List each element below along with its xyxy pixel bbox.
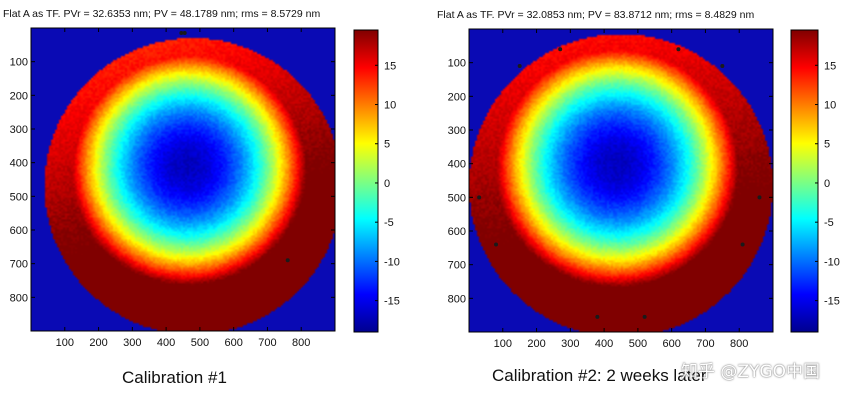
colorbar-tick-label: 5 xyxy=(384,139,390,151)
x-tick-label: 400 xyxy=(595,338,613,350)
y-tick-label: 200 xyxy=(448,91,466,103)
y-tick-label: 700 xyxy=(448,260,466,272)
y-tick-label: 800 xyxy=(448,293,466,305)
x-tick-label: 100 xyxy=(56,337,74,349)
caption-calibration-2: Calibration #2: 2 weeks later xyxy=(492,366,707,385)
colorbar xyxy=(790,29,819,333)
x-tick-label: 600 xyxy=(662,338,680,350)
surface-defect-7 xyxy=(494,242,499,247)
x-tick-label: 600 xyxy=(224,337,242,349)
y-tick-label: 100 xyxy=(10,57,28,69)
y-tick-label: 300 xyxy=(10,124,28,136)
plot-frame xyxy=(468,28,774,333)
x-tick-label: 300 xyxy=(123,337,141,349)
surface-heatmap xyxy=(31,28,335,331)
y-tick-label: 100 xyxy=(448,58,466,70)
surface-heatmap xyxy=(469,29,773,332)
chart-title: Flat A as TF. PVr = 32.0853 nm; PV = 83.… xyxy=(437,9,754,21)
colorbar-tick-label: -10 xyxy=(384,256,400,268)
surface-defect-4 xyxy=(720,64,725,69)
surface-defect-top-2 xyxy=(182,31,187,36)
x-tick-label: 200 xyxy=(527,338,545,350)
x-tick-label: 100 xyxy=(494,338,512,350)
chart-title: Flat A as TF. PVr = 32.6353 nm; PV = 48.… xyxy=(3,8,320,20)
surface-defect-top-1 xyxy=(179,31,184,36)
chart-panel-2: Flat A as TF. PVr = 32.0853 nm; PV = 83.… xyxy=(437,9,840,350)
y-tick-label: 600 xyxy=(448,226,466,238)
y-tick-label: 400 xyxy=(448,159,466,171)
x-tick-label: 800 xyxy=(292,337,310,349)
y-tick-label: 200 xyxy=(10,90,28,102)
colorbar-tick-label: 5 xyxy=(824,139,830,151)
y-tick-label: 800 xyxy=(10,292,28,304)
y-tick-label: 400 xyxy=(10,158,28,170)
colorbar-tick-label: -10 xyxy=(824,256,840,268)
surface-defect-6 xyxy=(757,195,762,200)
surface-defect-3 xyxy=(517,64,522,69)
x-tick-label: 800 xyxy=(730,338,748,350)
surface-defect-8 xyxy=(740,242,745,247)
y-tick-label: 300 xyxy=(448,125,466,137)
colorbar-tick-label: -5 xyxy=(824,217,834,229)
x-tick-label: 700 xyxy=(258,337,276,349)
colorbar-tick-label: -15 xyxy=(384,296,400,308)
surface-defect-2 xyxy=(676,47,681,52)
x-tick-label: 400 xyxy=(157,337,175,349)
colorbar-tick-label: -5 xyxy=(384,217,394,229)
colorbar-tick-label: 10 xyxy=(384,100,396,112)
x-tick-label: 500 xyxy=(629,338,647,350)
y-tick-label: 600 xyxy=(10,225,28,237)
y-tick-label: 500 xyxy=(448,192,466,204)
colorbar-tick-label: 0 xyxy=(384,178,390,190)
y-tick-label: 700 xyxy=(10,259,28,271)
x-tick-label: 500 xyxy=(191,337,209,349)
surface-defect-9 xyxy=(595,314,600,319)
plot-frame xyxy=(30,27,336,332)
colorbar xyxy=(353,29,379,333)
colorbar-tick-label: 0 xyxy=(824,178,830,190)
zhihu-watermark: 知乎 @ZYGO中国 xyxy=(681,362,820,382)
chart-panel-1: Flat A as TF. PVr = 32.6353 nm; PV = 48.… xyxy=(3,8,400,349)
colorbar-tick-label: 15 xyxy=(824,60,836,72)
x-tick-label: 300 xyxy=(561,338,579,350)
surface-defect-10 xyxy=(642,314,647,319)
colorbar-tick-label: -15 xyxy=(824,296,840,308)
x-tick-label: 200 xyxy=(89,337,107,349)
colorbar-tick-label: 10 xyxy=(824,100,836,112)
caption-calibration-1: Calibration #1 xyxy=(122,368,227,387)
x-tick-label: 700 xyxy=(696,338,714,350)
y-tick-label: 500 xyxy=(10,191,28,203)
surface-defect-right xyxy=(285,258,290,263)
surface-defect-5 xyxy=(477,195,482,200)
surface-defect-1 xyxy=(558,47,563,52)
colorbar-tick-label: 15 xyxy=(384,60,396,72)
